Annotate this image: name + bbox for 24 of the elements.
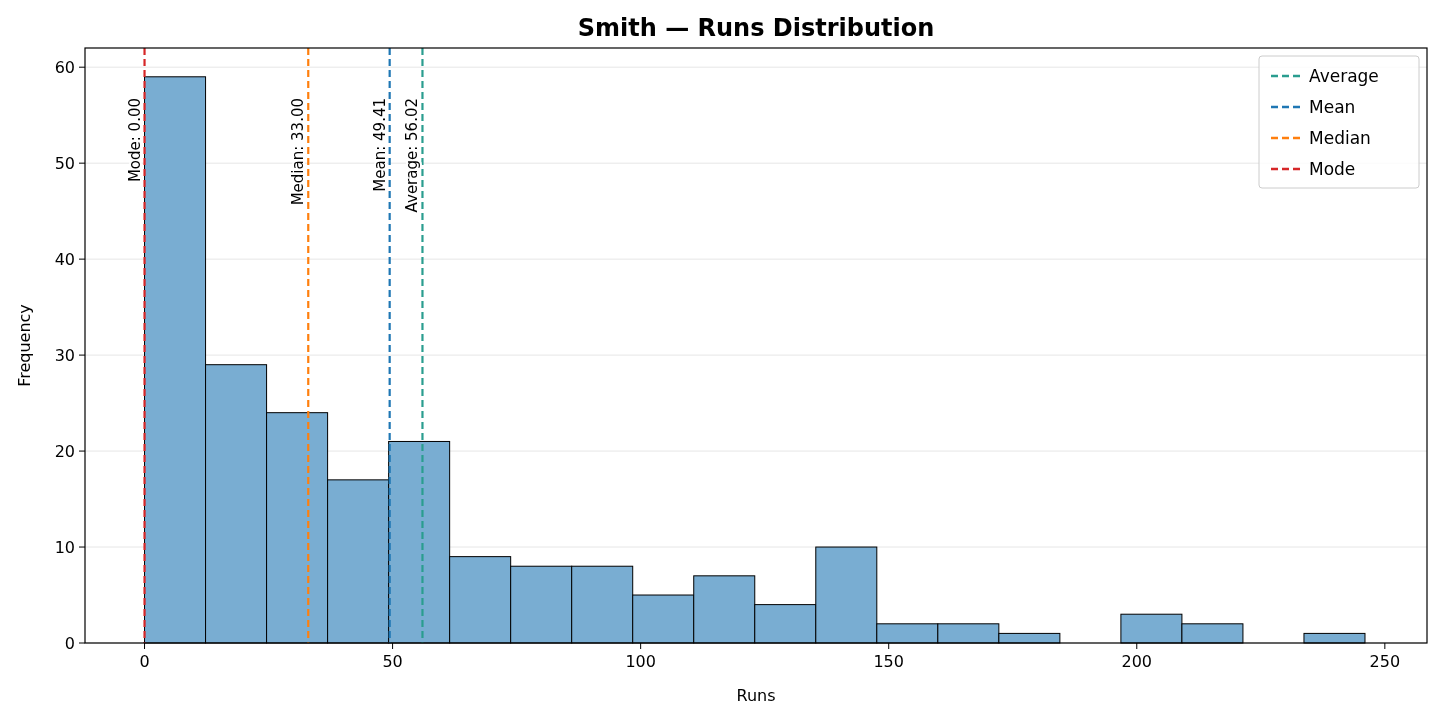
y-tick-label: 60 [54,58,75,78]
y-tick-label: 20 [54,442,75,462]
annotation: Mode [1309,159,1356,179]
annotation: Mean [1309,97,1356,117]
x-tick-label: 0 [139,652,150,671]
x-tick-label: 100 [625,652,656,671]
chart-title: Smith — Runs Distribution [577,14,935,42]
ref-line-label: Mean: 49.41 [370,98,389,192]
x-tick-label: 150 [873,652,904,671]
y-tick-label: 50 [54,154,75,174]
x-tick-label: 50 [382,652,403,671]
y-axis-title: Frequency [15,304,34,387]
x-tick-label: 200 [1121,652,1153,671]
annotation: Median [1309,128,1371,148]
ref-line-label: Median: 33.00 [289,98,308,206]
y-tick-label: 0 [64,634,75,653]
ref-line-label: Mode: 0.00 [125,98,144,183]
x-axis-title: Runs [736,686,776,705]
y-tick-label: 10 [54,538,75,558]
x-tick-label: 250 [1369,652,1401,671]
y-tick-label: 30 [54,346,75,366]
y-tick-label: 40 [54,250,75,270]
annotation: Average [1309,66,1379,86]
ref-line-label: Average: 56.02 [403,98,422,213]
